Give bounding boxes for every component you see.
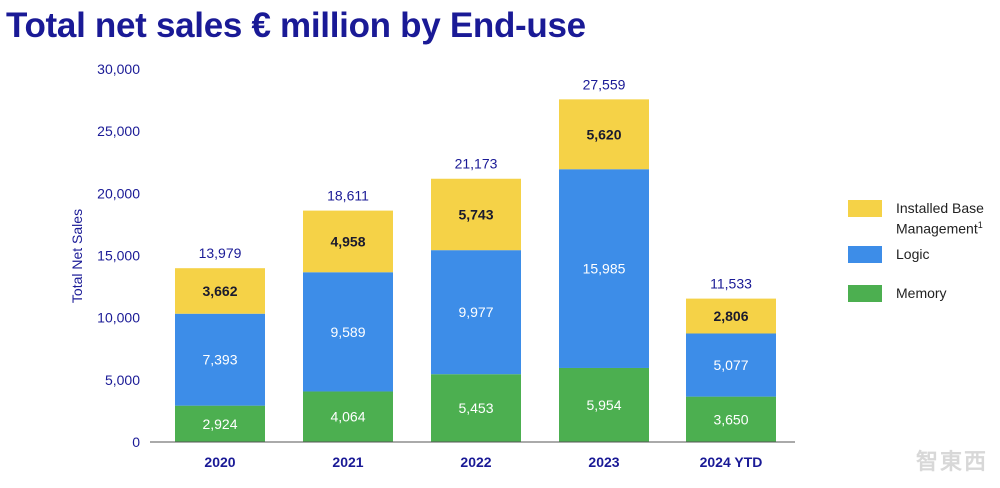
data-label: 5,954 [586,397,621,413]
y-tick-label: 30,000 [97,61,140,77]
data-label: 7,393 [202,352,237,368]
y-tick-label: 20,000 [97,185,140,201]
y-axis-label: Total Net Sales [69,209,85,303]
chart-title: Total net sales € million by End-use [6,6,586,45]
data-label: 3,650 [713,411,748,427]
total-label: 13,979 [199,245,242,261]
data-label: 5,077 [713,357,748,373]
bar-segment-memory [559,367,649,442]
legend-swatch-memory [848,285,882,302]
bar-segment-logic [175,313,265,406]
x-tick-label: 2024 YTD [700,454,763,470]
bar-segment-installed-base-management [559,99,649,170]
bar-segment-logic [559,169,649,368]
data-label: 2,806 [713,308,748,324]
bar-segment-installed-base-management [175,268,265,314]
y-tick-label: 0 [132,434,140,450]
total-label: 27,559 [583,76,626,92]
bar-segment-memory [431,374,521,442]
bar-segment-memory [175,405,265,442]
bar-segment-installed-base-management [431,178,521,251]
y-tick-label: 25,000 [97,123,140,139]
data-label: 9,589 [330,324,365,340]
bar-segment-logic [303,272,393,392]
legend-label-memory: Memory [896,285,947,301]
total-label: 11,533 [710,276,752,292]
data-label: 2,924 [202,416,237,432]
data-label: 5,620 [586,126,621,142]
x-tick-label: 2022 [460,454,491,470]
data-label: 5,743 [458,206,493,222]
data-label: 4,064 [330,409,365,425]
data-label: 9,977 [458,304,493,320]
bar-segment-memory [303,391,393,442]
total-label: 21,173 [455,156,498,172]
bar-segment-memory [686,396,776,442]
legend-swatch-installed-base [848,200,882,217]
bar-segment-logic [431,250,521,375]
x-tick-label: 2023 [588,454,619,470]
data-label: 15,985 [583,261,626,277]
bar-segment-logic [686,333,776,397]
data-label: 4,958 [330,233,365,249]
total-label: 18,611 [327,188,369,204]
y-tick-label: 5,000 [105,372,140,388]
y-tick-label: 10,000 [97,310,140,326]
data-label: 3,662 [202,283,237,299]
bar-segment-installed-base-management [303,210,393,273]
x-tick-label: 2021 [332,454,363,470]
bar-segment-installed-base-management [686,298,776,334]
y-tick-label: 15,000 [97,248,140,264]
legend-label-installed-base: Installed Base Management1 [896,200,984,237]
legend-swatch-logic [848,246,882,263]
legend-label-logic: Logic [896,246,930,262]
data-label: 5,453 [458,400,493,416]
watermark-logo: 智東西 [915,449,988,474]
x-tick-label: 2020 [204,454,235,470]
